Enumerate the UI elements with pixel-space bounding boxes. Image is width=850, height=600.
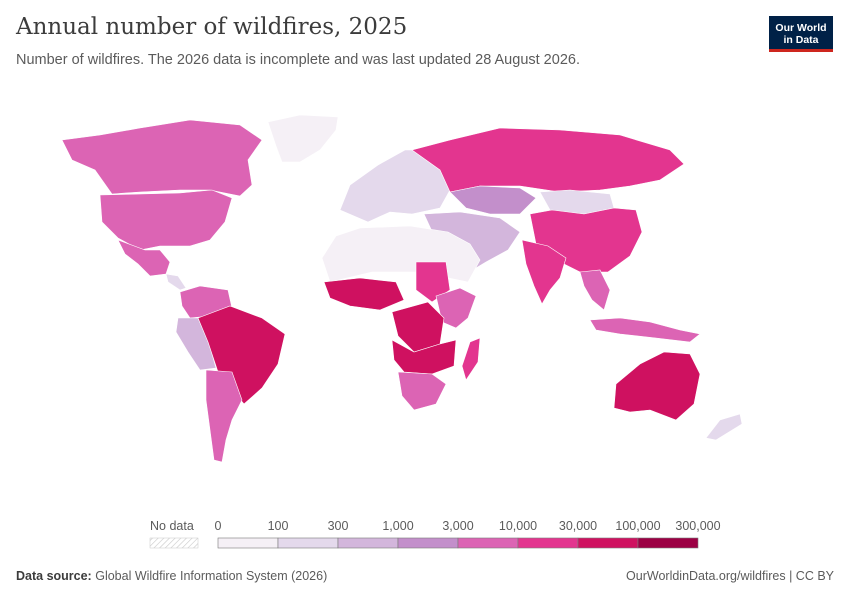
region-canada[interactable]	[61, 119, 263, 197]
region-argentina[interactable]	[205, 369, 243, 463]
region-india[interactable]	[521, 239, 567, 305]
region-brazil[interactable]	[197, 305, 286, 405]
region-russia[interactable]	[411, 127, 685, 193]
legend-tick-label: 0	[215, 519, 222, 533]
chart-title: Annual number of wildfires, 2025	[16, 14, 408, 40]
region-angola[interactable]	[391, 339, 457, 375]
legend-tick-label: 300,000	[675, 519, 720, 533]
source-text: Global Wildfire Information System (2026…	[95, 569, 328, 583]
region-greenland[interactable]	[267, 114, 339, 163]
legend-tick-label: 1,000	[382, 519, 413, 533]
legend-bin[interactable]	[637, 537, 699, 549]
region-south-africa[interactable]	[397, 371, 447, 411]
region-madagascar[interactable]	[461, 337, 481, 381]
legend-tick-label: 3,000	[442, 519, 473, 533]
legend-bin[interactable]	[337, 537, 399, 549]
owid-logo[interactable]: Our World in Data	[769, 16, 833, 52]
legend-tick-label: 100	[268, 519, 289, 533]
region-se-asia[interactable]	[579, 269, 611, 311]
legend-no-data-label: No data	[150, 519, 194, 533]
logo-line-2: in Data	[783, 34, 819, 46]
legend-tick-label: 100,000	[615, 519, 660, 533]
source-label: Data source:	[16, 569, 92, 583]
region-west-africa[interactable]	[323, 277, 405, 311]
legend-bin[interactable]	[397, 537, 459, 549]
legend-bin[interactable]	[517, 537, 579, 549]
url-license[interactable]: OurWorldinData.org/wildfires | CC BY	[626, 569, 834, 583]
legend-bin[interactable]	[577, 537, 639, 549]
region-usa[interactable]	[99, 189, 233, 251]
legend-tick-label: 10,000	[499, 519, 537, 533]
legend-tick-label: 30,000	[559, 519, 597, 533]
legend-bin[interactable]	[277, 537, 339, 549]
color-legend: No data 0 100 300 1,000 3,000 10,000 30,000 100…	[149, 519, 721, 549]
logo-line-1: Our World	[775, 22, 827, 34]
legend-bin[interactable]	[457, 537, 519, 549]
region-new-zealand[interactable]	[705, 413, 743, 441]
legend-tick-label: 300	[328, 519, 349, 533]
legend-bin[interactable]	[217, 537, 279, 549]
region-indonesia[interactable]	[589, 317, 701, 343]
region-australia[interactable]	[613, 351, 701, 421]
world-map[interactable]	[0, 100, 850, 500]
legend-bins: 0 100 300 1,000 3,000 10,000 30,000 100,000 300,…	[215, 519, 721, 549]
region-central-america[interactable]	[165, 273, 187, 291]
data-source: Data source: Global Wildfire Information…	[16, 569, 327, 583]
legend-no-data-swatch	[149, 537, 199, 549]
chart-subtitle: Number of wildfires. The 2026 data is in…	[16, 52, 580, 68]
region-kazakhstan[interactable]	[449, 185, 537, 215]
